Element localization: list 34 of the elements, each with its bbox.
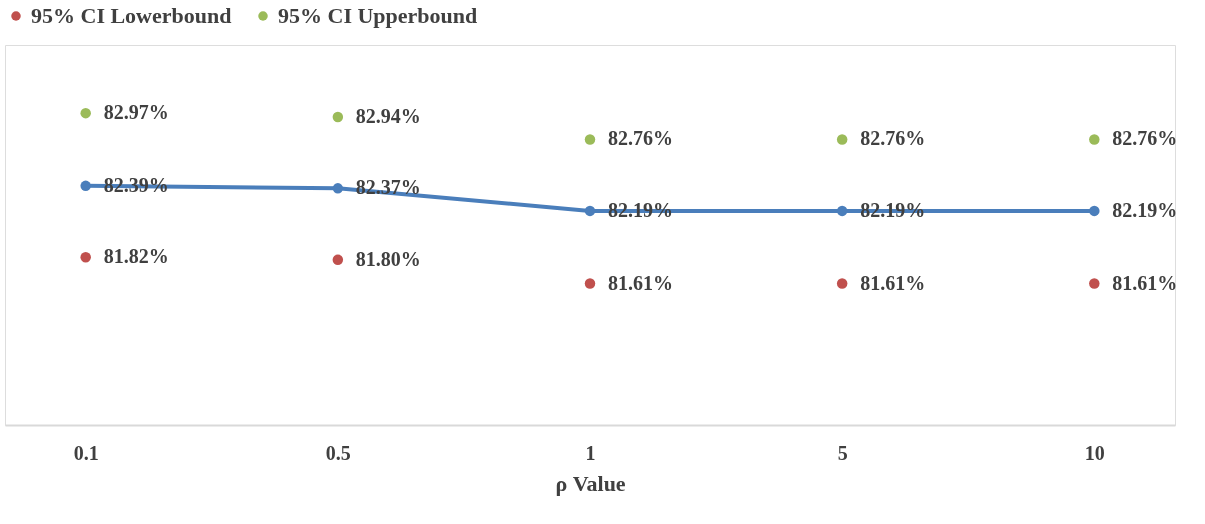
data-label: 82.19%: [1112, 198, 1178, 221]
point: [584, 205, 596, 217]
point: [584, 134, 596, 145]
data-label: 81.82%: [103, 245, 169, 268]
point: [584, 278, 596, 289]
data-label: 82.94%: [355, 104, 421, 127]
point: [80, 107, 91, 119]
point: [332, 111, 344, 123]
data-label: 81.61%: [1112, 271, 1178, 294]
data-label: 81.80%: [355, 247, 421, 270]
point: [80, 252, 91, 263]
point: [836, 205, 848, 217]
point: [1089, 134, 1100, 145]
point: [1089, 205, 1100, 217]
data-label: 81.61%: [860, 271, 926, 294]
point: [1089, 278, 1100, 289]
data-label: 82.76%: [860, 127, 926, 150]
point: [836, 134, 848, 145]
point: [332, 254, 344, 265]
data-label: 82.76%: [608, 127, 673, 150]
data-label: 82.76%: [1112, 127, 1178, 150]
x-tick-label: 5: [837, 441, 848, 464]
legend-label: 95% CI Lowerbound: [31, 3, 232, 28]
data-label: 82.97%: [103, 101, 169, 124]
x-tick-label: 1: [585, 441, 596, 464]
point: [332, 183, 344, 194]
x-tick-label: 0.1: [73, 441, 99, 464]
data-label: 81.61%: [608, 271, 673, 294]
point: [80, 180, 91, 192]
x-axis-title: ρ Value: [555, 470, 626, 496]
legend-label: 95% CI Upperbound: [278, 3, 478, 28]
x-tick-label: 10: [1084, 441, 1105, 464]
point: [836, 278, 848, 289]
x-tick-label: 0.5: [325, 441, 351, 464]
